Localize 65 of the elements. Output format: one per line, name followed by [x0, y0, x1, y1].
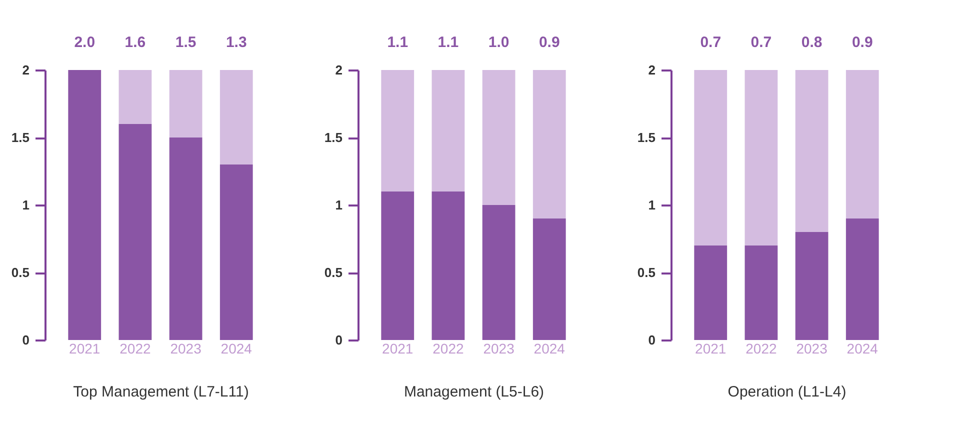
x-tick-label: 2021 [69, 340, 100, 356]
bar [169, 70, 202, 138]
data-label: 0.8 [801, 34, 822, 51]
data-label: 1.1 [438, 34, 459, 51]
x-tick-label: 2022 [120, 340, 151, 356]
y-tick-label: 1 [648, 198, 656, 212]
y-tick-label: 2 [335, 62, 342, 78]
bar [68, 70, 102, 340]
x-tick-label: 2022 [432, 340, 464, 356]
x-tick-label: 2024 [220, 340, 252, 356]
data-label: 1.5 [175, 34, 196, 51]
bar [482, 70, 516, 205]
x-tick-label: 2021 [695, 340, 726, 356]
x-tick-label: 2023 [170, 340, 202, 356]
data-label: 0.7 [700, 34, 722, 51]
bar [381, 192, 414, 340]
bar [432, 192, 465, 340]
bar [432, 70, 465, 192]
y-tick-label: 2 [648, 62, 656, 78]
y-tick-label: 1.5 [637, 130, 656, 145]
bar [220, 164, 253, 340]
x-axis-title: Operation (L1-L4) [728, 384, 846, 400]
x-axis-title: Management (L5-L6) [404, 384, 544, 400]
data-label: 1.0 [488, 34, 510, 51]
bar [118, 124, 152, 340]
bar [169, 138, 202, 340]
x-tick-label: 2024 [846, 340, 878, 356]
y-tick-label: 1.5 [11, 130, 30, 145]
bar [795, 70, 828, 232]
data-label: 0.9 [852, 34, 873, 51]
bar [532, 218, 566, 340]
x-tick-label: 2023 [483, 340, 515, 356]
y-tick-label: 0.5 [11, 265, 30, 280]
y-tick-label: 1.5 [324, 130, 342, 145]
x-tick-label: 2023 [796, 340, 828, 356]
bar [532, 70, 566, 218]
y-tick-label: 0 [22, 332, 30, 348]
y-tick-label: 0.5 [637, 265, 656, 280]
bar [482, 205, 516, 340]
bar [744, 70, 778, 246]
y-tick-label: 0 [335, 332, 342, 348]
y-tick-label: 1 [22, 198, 30, 212]
data-label: 0.9 [538, 34, 560, 51]
bar [846, 70, 879, 218]
x-tick-label: 2021 [382, 340, 414, 356]
y-tick-label: 1 [335, 198, 342, 212]
bar [381, 70, 414, 192]
bar [694, 246, 728, 340]
data-label: 0.7 [750, 34, 772, 51]
data-label: 1.1 [387, 34, 408, 51]
x-axis-title: Top Management (L7-L11) [73, 384, 249, 400]
bar [846, 218, 879, 340]
x-tick-label: 2022 [746, 340, 777, 356]
bar [795, 232, 828, 340]
y-tick-label: 0.5 [324, 265, 342, 280]
x-tick-label: 2024 [534, 340, 566, 356]
bar [744, 246, 778, 340]
y-tick-label: 2 [22, 62, 30, 78]
bar [220, 70, 253, 164]
bar [118, 70, 152, 124]
data-label: 1.3 [226, 34, 247, 51]
y-tick-label: 0 [648, 332, 656, 348]
bar [694, 70, 728, 246]
data-label: 2.0 [74, 34, 96, 51]
data-label: 1.6 [124, 34, 146, 51]
